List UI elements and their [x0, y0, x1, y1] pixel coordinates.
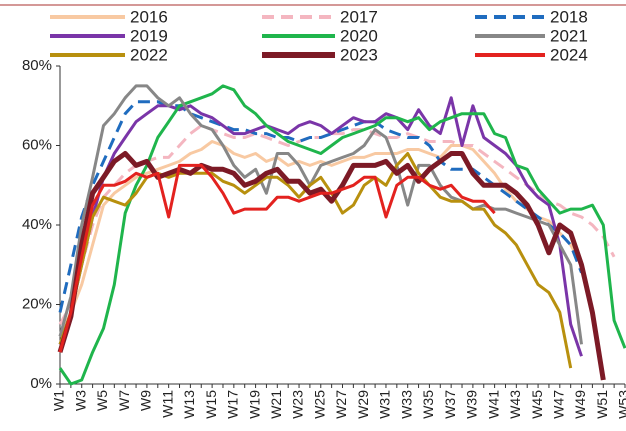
y-tick-label: 80% — [22, 57, 52, 74]
x-tick-label: W23 — [290, 390, 306, 419]
x-tick-label: W53 — [616, 390, 626, 419]
legend-label: 2017 — [340, 7, 378, 26]
x-tick-label: W29 — [355, 390, 371, 419]
x-tick-label: W45 — [529, 390, 545, 419]
y-tick-label: 20% — [22, 295, 52, 312]
x-tick-label: W15 — [203, 390, 219, 419]
series-line — [58, 124, 616, 326]
y-tick-label: 60% — [22, 136, 52, 153]
x-tick-label: W21 — [268, 390, 284, 419]
x-tick-label: W17 — [225, 390, 241, 419]
legend-label: 2024 — [550, 45, 588, 64]
legend-label: 2020 — [340, 26, 378, 45]
series-line — [58, 163, 496, 353]
series-line — [58, 96, 583, 357]
x-tick-label: W49 — [572, 390, 588, 419]
legend-label: 2018 — [550, 7, 588, 26]
x-tick-label: W11 — [159, 390, 175, 418]
x-tick-label: W19 — [246, 390, 262, 419]
series-line — [57, 151, 606, 381]
series-line — [58, 140, 583, 337]
x-tick-label: W47 — [551, 390, 567, 419]
x-tick-label: W5 — [94, 390, 110, 411]
x-tick-label: W31 — [377, 390, 393, 419]
x-tick-label: W33 — [398, 390, 414, 419]
x-tick-label: W43 — [507, 390, 523, 419]
x-tick-label: W41 — [485, 390, 501, 419]
legend-label: 2021 — [550, 26, 588, 45]
series-line — [58, 152, 573, 369]
y-tick-label: 0% — [30, 375, 52, 392]
x-tick-label: W1 — [51, 390, 67, 411]
series-line — [58, 84, 583, 345]
x-tick-label: W13 — [181, 390, 197, 419]
y-tick-label: 40% — [22, 216, 52, 233]
legend-label: 2023 — [340, 45, 378, 64]
x-tick-label: W3 — [72, 390, 88, 411]
x-tick-label: W37 — [442, 390, 458, 419]
x-tick-label: W9 — [138, 390, 154, 411]
x-tick-label: W7 — [116, 390, 132, 411]
legend-label: 2016 — [130, 7, 168, 26]
legend-label: 2022 — [130, 45, 168, 64]
x-tick-label: W27 — [333, 390, 349, 419]
series-line — [58, 84, 626, 386]
x-tick-label: W51 — [594, 390, 610, 419]
x-tick-label: W25 — [311, 390, 327, 419]
legend-label: 2019 — [130, 26, 168, 45]
x-tick-label: W39 — [464, 390, 480, 419]
series-line — [58, 100, 583, 313]
x-tick-label: W35 — [420, 390, 436, 419]
